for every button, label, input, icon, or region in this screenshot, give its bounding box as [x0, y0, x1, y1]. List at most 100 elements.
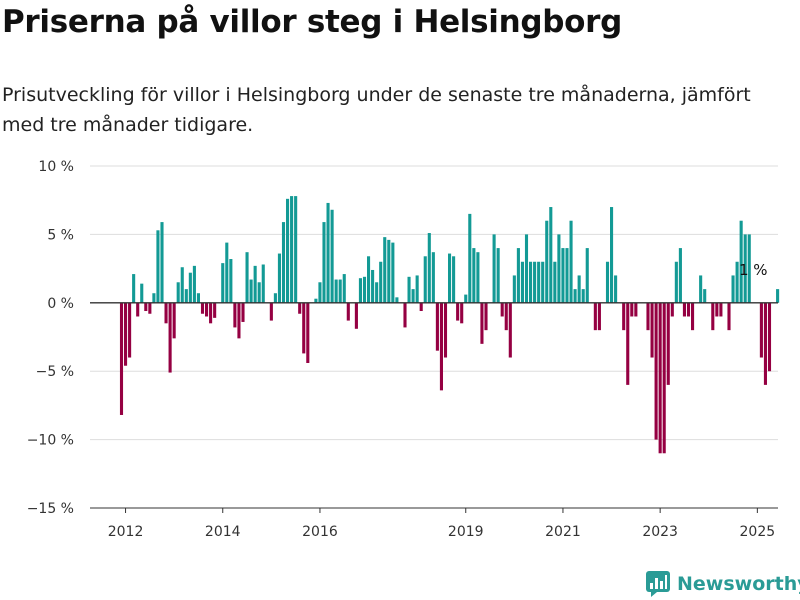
- y-tick-label: −10 %: [27, 433, 74, 449]
- bar: [456, 302, 460, 321]
- bar: [731, 275, 735, 303]
- bar: [184, 289, 188, 303]
- bar: [326, 202, 330, 303]
- bar: [735, 261, 739, 303]
- bar: [192, 265, 196, 303]
- bar: [468, 213, 472, 303]
- bar: [658, 302, 662, 454]
- bar: [322, 222, 326, 303]
- bar: [776, 289, 780, 303]
- bar: [565, 248, 569, 303]
- bar: [237, 302, 241, 339]
- bar: [164, 302, 168, 324]
- bar: [245, 252, 249, 303]
- bar: [383, 237, 387, 303]
- x-tick-label: 2023: [642, 524, 678, 540]
- bar: [500, 302, 504, 317]
- bar: [460, 302, 464, 324]
- bar: [188, 272, 192, 303]
- bar: [605, 261, 610, 303]
- bar: [569, 220, 573, 303]
- x-tick-label: 2012: [108, 524, 144, 540]
- bar: [691, 302, 695, 331]
- bar-chart-logo-icon: [646, 571, 670, 597]
- bar: [533, 261, 537, 303]
- bar: [443, 302, 448, 358]
- bar: [136, 302, 140, 317]
- bar: [371, 269, 375, 303]
- bar: [144, 302, 148, 312]
- bar: [306, 302, 310, 363]
- page-title: Priserna på villor steg i Helsingborg: [2, 4, 623, 40]
- bar: [739, 220, 743, 303]
- bar: [233, 302, 237, 328]
- bar: [160, 222, 164, 303]
- bar: [678, 248, 682, 303]
- bar: [634, 302, 638, 317]
- bar: [719, 302, 723, 317]
- bar: [577, 275, 581, 303]
- bar: [767, 302, 772, 372]
- bar: [269, 302, 273, 321]
- bar: [524, 234, 529, 303]
- bar: [448, 253, 452, 303]
- bar: [180, 267, 184, 303]
- bar: [581, 289, 585, 303]
- bar: [496, 248, 500, 303]
- bar: [686, 302, 691, 317]
- bar: [703, 289, 707, 303]
- bar: [549, 207, 553, 303]
- bar: [476, 252, 480, 303]
- bar: [415, 275, 419, 303]
- bar: [545, 220, 549, 303]
- bar: [423, 256, 427, 303]
- bar: [747, 234, 751, 303]
- bar: [654, 302, 658, 440]
- bar: [119, 302, 124, 415]
- bar: [484, 302, 488, 331]
- brand-logo[interactable]: Newsworthy: [645, 568, 800, 600]
- bar: [472, 248, 476, 303]
- y-tick-label: 10 %: [38, 159, 74, 175]
- bar: [213, 302, 217, 318]
- bar: [225, 242, 229, 303]
- bar: [156, 230, 160, 303]
- bar: [249, 279, 253, 303]
- bar: [614, 275, 618, 303]
- bar: [229, 259, 233, 303]
- bar: [464, 294, 468, 303]
- bar: [537, 261, 541, 303]
- bar: [431, 252, 435, 303]
- x-tick-label: 2021: [545, 524, 581, 540]
- bar: [387, 239, 391, 303]
- bar: [763, 302, 767, 385]
- y-tick-label: 5 %: [47, 227, 74, 243]
- bar: [666, 302, 670, 385]
- bar: [452, 256, 456, 303]
- bar: [557, 234, 561, 303]
- bar: [205, 302, 209, 317]
- last-value-label: 1 %: [739, 261, 768, 279]
- bar: [261, 264, 265, 303]
- x-tick-label: 2019: [448, 524, 484, 540]
- y-tick-label: −15 %: [27, 501, 74, 517]
- bar: [516, 248, 520, 303]
- bar: [241, 302, 245, 322]
- bar: [403, 302, 407, 328]
- bar: [168, 302, 172, 373]
- bar: [520, 261, 524, 303]
- bar: [699, 275, 703, 303]
- brand-name: Newsworthy: [677, 573, 800, 595]
- labels-layer: 10 % 5 % 0 % −5 % −10 % −15 % 2012 2014 2016 2019…: [27, 159, 775, 540]
- bar: [630, 302, 634, 317]
- bar: [504, 302, 508, 331]
- y-tick-label: −5 %: [36, 364, 74, 380]
- bar: [273, 293, 277, 303]
- bar: [407, 276, 411, 303]
- page-subtitle: Prisutveckling för villor i Helsingborg …: [2, 84, 751, 136]
- grid-layer: [90, 165, 778, 509]
- bar: [715, 302, 719, 317]
- bar: [334, 279, 338, 303]
- bar: [480, 302, 484, 344]
